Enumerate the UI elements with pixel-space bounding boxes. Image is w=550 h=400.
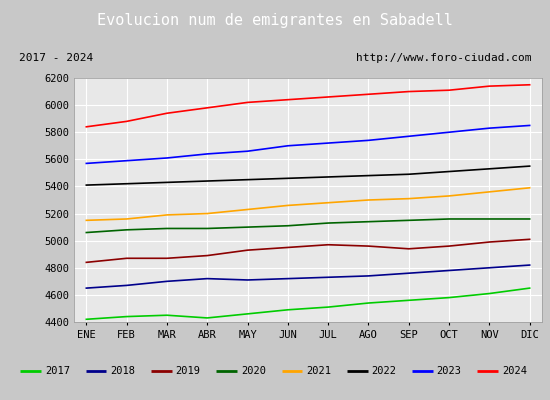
Text: 2023: 2023 [437, 366, 461, 376]
Text: 2022: 2022 [371, 366, 397, 376]
Text: 2021: 2021 [306, 366, 331, 376]
Text: 2024: 2024 [502, 366, 527, 376]
Text: 2018: 2018 [110, 366, 135, 376]
Text: 2017: 2017 [45, 366, 70, 376]
Text: 2019: 2019 [175, 366, 200, 376]
Text: 2020: 2020 [241, 366, 266, 376]
Text: http://www.foro-ciudad.com: http://www.foro-ciudad.com [355, 53, 531, 63]
Text: Evolucion num de emigrantes en Sabadell: Evolucion num de emigrantes en Sabadell [97, 14, 453, 28]
Text: 2017 - 2024: 2017 - 2024 [19, 53, 93, 63]
